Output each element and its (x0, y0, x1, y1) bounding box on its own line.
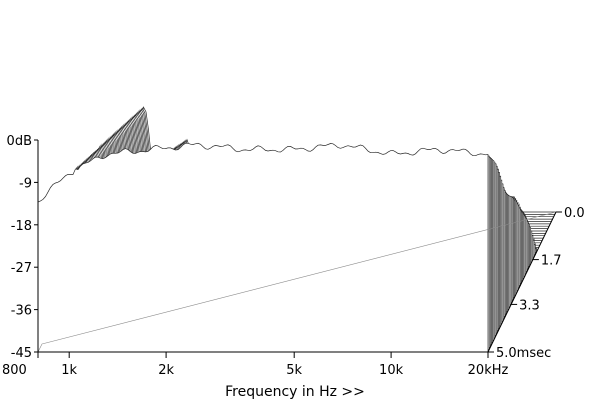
depth-axis-line (487, 211, 557, 353)
y-tick-label: -27 (11, 261, 32, 276)
depth-tick-label: 3.3 (519, 298, 540, 313)
depth-tick-label: 0.0 (564, 206, 585, 221)
y-tick-label: 0dB (7, 134, 32, 149)
depth-tick-label: 1.7 (541, 254, 562, 269)
y-tick-label: -9 (19, 176, 32, 191)
x-tick-label: 1k (61, 363, 77, 378)
y-tick-label: -18 (11, 219, 32, 234)
depth-tick-labels: 0.0 1.7 3.3 5.0msec (488, 206, 585, 361)
x-tick-labels: 800 1k 2k 5k 10k 20kHz (2, 352, 509, 378)
y-tick-labels: 0dB -9 -18 -27 -36 -45 (7, 134, 38, 361)
x-axis-title: Frequency in Hz >> (225, 384, 365, 400)
waterfall-surface (37, 106, 557, 353)
x-tick-label: 800 (2, 363, 27, 378)
y-tick-label: -36 (11, 304, 32, 319)
x-tick-label: 2k (158, 363, 174, 378)
x-tick-label: 5k (286, 363, 302, 378)
chart-axes (37, 140, 557, 353)
decay-slice-0 (37, 142, 489, 353)
depth-tick-label: 5.0msec (496, 346, 551, 361)
x-tick-label: 10k (379, 363, 404, 378)
y-tick-label: -45 (11, 346, 32, 361)
x-tick-label: 20kHz (468, 363, 509, 378)
